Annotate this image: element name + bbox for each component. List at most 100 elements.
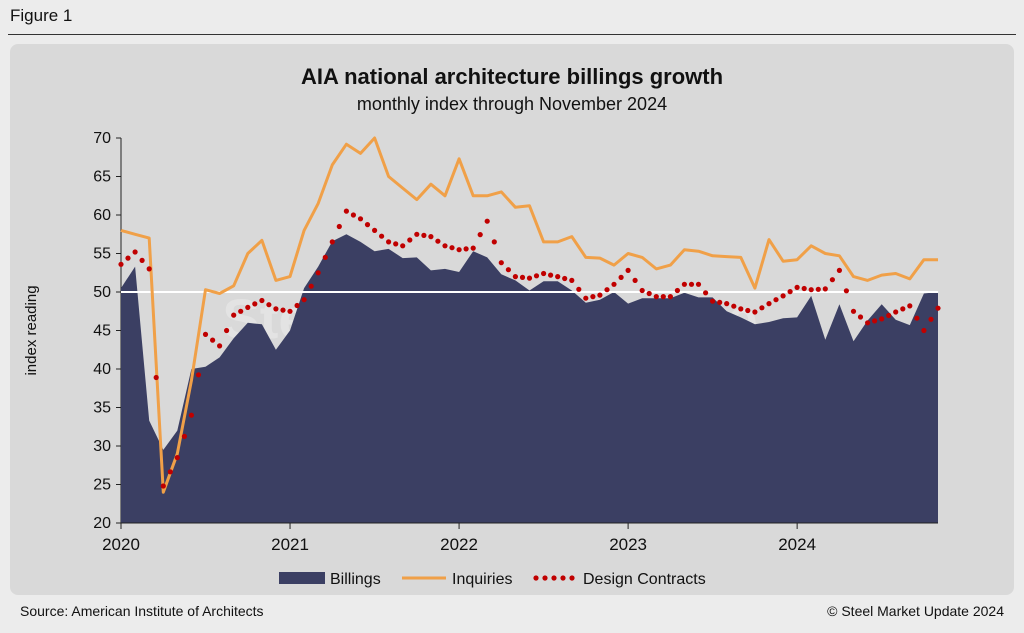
design-contracts-point [604, 287, 610, 293]
legend-label-design-contracts: Design Contracts [583, 571, 706, 588]
design-contracts-point [217, 343, 223, 349]
design-contracts-point [174, 455, 180, 461]
design-contracts-point [245, 304, 251, 310]
series-area-billings [121, 234, 938, 524]
design-contracts-point [470, 245, 476, 251]
design-contracts-point [928, 316, 934, 322]
chart-subtitle: monthly index through November 2024 [356, 94, 668, 114]
design-contracts-point [414, 231, 420, 237]
y-tick-label: 40 [93, 361, 111, 378]
legend-swatch-design-contracts [542, 575, 548, 581]
legend-swatch-design-contracts [551, 575, 557, 581]
design-contracts-point [843, 288, 850, 294]
design-contracts-point [583, 295, 589, 301]
legend-label-billings: Billings [330, 571, 381, 588]
design-contracts-point [836, 267, 843, 273]
design-contracts-point [576, 286, 582, 292]
design-contracts-point [146, 266, 152, 272]
design-contracts-point [857, 314, 864, 320]
design-contracts-point [519, 274, 526, 280]
design-contracts-point [618, 274, 624, 280]
x-tick-label: 2022 [440, 535, 478, 554]
design-contracts-point [336, 223, 342, 230]
design-contracts-point [498, 260, 504, 266]
design-contracts-point [231, 312, 237, 318]
design-contracts-point [879, 316, 885, 322]
design-contracts-point [484, 218, 490, 224]
design-contracts-point [224, 327, 230, 334]
x-tick-label: 2023 [609, 535, 647, 554]
legend-swatch-design-contracts [569, 575, 575, 581]
y-tick-label: 20 [93, 515, 111, 532]
design-contracts-point [815, 286, 821, 292]
design-contracts-point [562, 275, 568, 282]
y-tick-label: 30 [93, 438, 111, 455]
design-contracts-point [526, 275, 533, 281]
design-contracts-point [167, 469, 173, 475]
design-contracts-point [308, 283, 314, 289]
design-contracts-point [533, 273, 540, 279]
design-contracts-point [280, 307, 286, 313]
design-contracts-point [160, 483, 166, 489]
design-contracts-point [541, 270, 547, 277]
y-tick-label: 50 [93, 284, 111, 301]
design-contracts-point [808, 287, 814, 293]
design-contracts-point [632, 277, 638, 283]
design-contracts-point [724, 301, 730, 307]
header-rule [8, 34, 1016, 35]
design-contracts-point [400, 243, 406, 249]
design-contracts-point [449, 245, 455, 251]
design-contracts-point [681, 281, 688, 287]
design-contracts-point [780, 293, 786, 299]
design-contracts-point [674, 287, 681, 294]
y-tick-label: 70 [93, 130, 111, 147]
y-axis-label: index reading [23, 285, 40, 375]
design-contracts-point [759, 305, 765, 311]
design-contracts-point [329, 239, 335, 245]
design-contracts-point [477, 232, 483, 238]
design-contracts-point [442, 243, 448, 249]
design-contracts-point [287, 308, 293, 314]
design-contracts-point [907, 303, 913, 309]
design-contracts-point [202, 331, 209, 337]
y-tick-label: 45 [93, 323, 111, 340]
design-contracts-point [914, 315, 920, 321]
y-tick-label: 55 [93, 246, 111, 263]
design-contracts-point [569, 277, 575, 283]
design-contracts-point [590, 294, 596, 300]
design-contracts-point [886, 312, 892, 319]
design-contracts-point [266, 302, 272, 308]
design-contracts-point [787, 289, 793, 295]
design-contracts-point [597, 292, 603, 298]
legend-swatch-design-contracts [560, 575, 566, 581]
design-contracts-point [364, 222, 371, 228]
design-contracts-point [118, 261, 124, 267]
design-contracts-point [625, 267, 631, 273]
design-contracts-point [259, 297, 265, 304]
design-contracts-point [301, 297, 307, 303]
design-contracts-point [238, 308, 244, 314]
design-contracts-point [188, 412, 194, 418]
x-tick-label: 2020 [102, 535, 140, 554]
design-contracts-point [181, 433, 187, 439]
design-contracts-point [139, 257, 145, 263]
design-contracts-point [393, 241, 399, 247]
design-contracts-point [379, 233, 385, 239]
legend-swatch-billings [279, 572, 325, 584]
design-contracts-point [639, 287, 645, 294]
chart-title: AIA national architecture billings growt… [300, 64, 724, 89]
design-contracts-point [463, 246, 469, 252]
design-contracts-point [829, 277, 836, 283]
design-contracts-point [125, 255, 131, 261]
design-contracts-point [794, 284, 800, 290]
legend-swatch-design-contracts [533, 575, 539, 581]
design-contracts-point [646, 290, 652, 297]
design-contracts-point [435, 238, 441, 244]
design-contracts-point [801, 285, 807, 292]
design-contracts-point [822, 286, 828, 292]
design-contracts-point [132, 249, 138, 255]
design-contracts-point [491, 239, 497, 245]
y-tick-label: 35 [93, 400, 111, 417]
design-contracts-point [357, 216, 364, 222]
